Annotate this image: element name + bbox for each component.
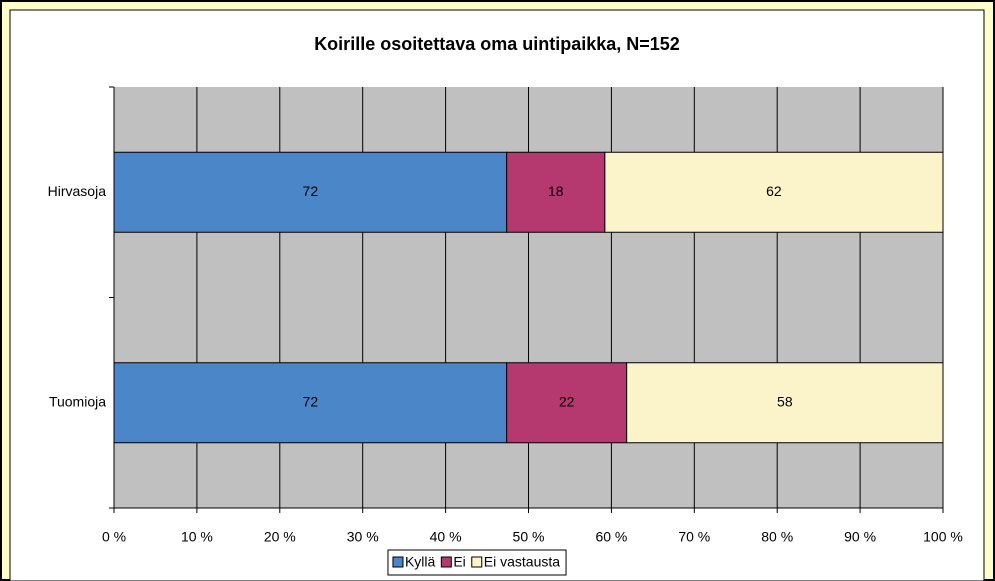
x-tick-label: 30 % xyxy=(347,529,379,545)
data-label: 58 xyxy=(777,393,793,409)
bar-segment xyxy=(113,362,508,444)
legend xyxy=(387,549,567,576)
bar-segment xyxy=(506,151,606,233)
x-tick-label: 0 % xyxy=(102,529,126,545)
x-tick-label: 70 % xyxy=(678,529,710,545)
x-tick-label: 40 % xyxy=(430,529,462,545)
data-label: 62 xyxy=(766,183,782,199)
bar-segment xyxy=(626,362,944,444)
x-tick-label: 50 % xyxy=(513,529,545,545)
x-tick-label: 10 % xyxy=(181,529,213,545)
x-tick-label: 20 % xyxy=(264,529,296,545)
legend-label: Kyllä xyxy=(405,554,436,570)
y-tick-label: Tuomioja xyxy=(49,393,106,409)
bar-segment xyxy=(113,151,508,233)
x-tick-label: 90 % xyxy=(844,529,876,545)
data-label: 72 xyxy=(303,393,319,409)
legend-label: Ei vastausta xyxy=(484,554,560,570)
y-tick-label: Hirvasoja xyxy=(48,183,107,199)
legend-label: Ei xyxy=(453,554,465,570)
bar-segment xyxy=(506,362,628,444)
x-tick-label: 100 % xyxy=(923,529,963,545)
legend-swatch xyxy=(440,556,452,568)
x-tick-label: 80 % xyxy=(761,529,793,545)
legend-swatch xyxy=(471,556,483,568)
data-label: 22 xyxy=(559,393,575,409)
bar-segment xyxy=(604,151,944,233)
data-label: 18 xyxy=(548,183,564,199)
x-tick-label: 60 % xyxy=(595,529,627,545)
data-label: 72 xyxy=(303,183,319,199)
chart-title: Koirille osoitettava oma uintipaikka, N=… xyxy=(314,34,680,54)
legend-swatch xyxy=(392,556,404,568)
